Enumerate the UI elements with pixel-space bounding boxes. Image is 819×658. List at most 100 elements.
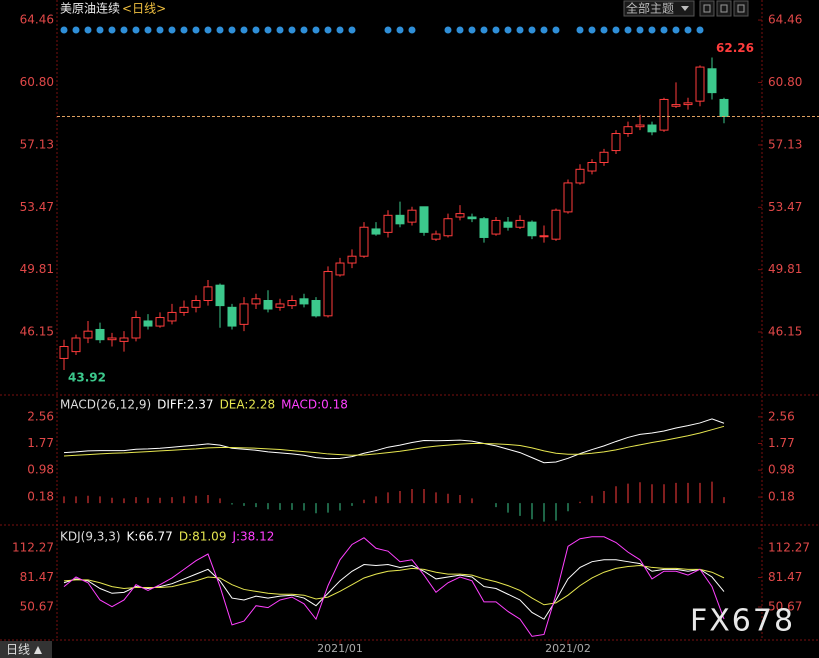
candle-body bbox=[467, 216, 477, 220]
candle-body bbox=[539, 235, 549, 238]
candle-body bbox=[299, 298, 309, 305]
candle-body bbox=[347, 255, 357, 264]
y-tick-label-right: 49.81 bbox=[768, 262, 802, 276]
event-dot bbox=[336, 26, 344, 34]
toolbar: 全部主题 bbox=[623, 0, 749, 17]
event-dot bbox=[228, 26, 236, 34]
candle-body bbox=[551, 209, 561, 240]
candle-body bbox=[227, 306, 237, 327]
y-tick-label-right: 60.80 bbox=[768, 75, 802, 89]
event-dot bbox=[528, 26, 536, 34]
event-dot bbox=[84, 26, 92, 34]
event-dot bbox=[264, 26, 272, 34]
candle-body bbox=[443, 218, 453, 237]
candle-body bbox=[275, 303, 285, 308]
y-tick-label-left: 81.47 bbox=[20, 570, 54, 584]
y-tick-label-left: 0.98 bbox=[27, 463, 54, 477]
period-arrow bbox=[34, 646, 42, 654]
candle-body bbox=[659, 98, 669, 131]
y-tick-label-right: 2.56 bbox=[768, 409, 795, 423]
icon bbox=[720, 4, 728, 13]
event-dot bbox=[156, 26, 164, 34]
icon-button[interactable] bbox=[699, 0, 715, 17]
period-label: 日线 bbox=[6, 643, 30, 657]
icon-button[interactable] bbox=[733, 0, 749, 17]
y-tick-label-right: 64.46 bbox=[768, 13, 802, 27]
event-dot bbox=[576, 26, 584, 34]
event-dot bbox=[540, 26, 548, 34]
candle-body bbox=[635, 124, 645, 128]
y-tick-label-right: 0.98 bbox=[768, 463, 795, 477]
event-dot bbox=[384, 26, 392, 34]
event-dot bbox=[96, 26, 104, 34]
y-tick-label-left: 53.47 bbox=[20, 200, 54, 214]
candle-body bbox=[419, 206, 429, 233]
candle-body bbox=[623, 126, 633, 135]
event-dot bbox=[312, 26, 320, 34]
y-tick-label-right: 57.13 bbox=[768, 137, 802, 151]
legend-entry: DEA:2.28 bbox=[220, 398, 276, 412]
y-tick-label-right: 53.47 bbox=[768, 200, 802, 214]
y-tick-label-right: 46.15 bbox=[768, 325, 802, 339]
legend-entry: J:38.12 bbox=[231, 530, 274, 544]
candle-body bbox=[695, 66, 705, 102]
candle-body bbox=[335, 262, 345, 276]
candle-body bbox=[143, 320, 153, 327]
event-dot bbox=[480, 26, 488, 34]
y-tick-label-left: 64.46 bbox=[20, 13, 54, 27]
candle-body bbox=[311, 300, 321, 317]
candle-body bbox=[395, 214, 405, 225]
event-dot bbox=[684, 26, 692, 34]
event-dot bbox=[492, 26, 500, 34]
candle-body bbox=[167, 311, 177, 322]
indicator-line bbox=[63, 425, 725, 457]
theme-button[interactable] bbox=[623, 0, 695, 17]
event-dot bbox=[408, 26, 416, 34]
frame bbox=[0, 0, 819, 641]
candle-body bbox=[323, 271, 333, 317]
event-dot bbox=[552, 26, 560, 34]
watermark: FX678 bbox=[690, 604, 795, 639]
min-label: 43.92 bbox=[68, 371, 106, 385]
event-dot bbox=[636, 26, 644, 34]
event-dot bbox=[396, 26, 404, 34]
event-dot bbox=[288, 26, 296, 34]
candle-body bbox=[359, 226, 369, 257]
y-tick-label-left: 0.18 bbox=[27, 490, 54, 504]
candle-body bbox=[647, 124, 657, 133]
candle-body bbox=[95, 328, 105, 341]
candle-body bbox=[407, 209, 417, 223]
indicator-line bbox=[63, 559, 725, 620]
candle-body bbox=[671, 104, 681, 107]
event-dot bbox=[588, 26, 596, 34]
event-dot bbox=[468, 26, 476, 34]
event-dot bbox=[672, 26, 680, 34]
y-tick-label-left: 112.27 bbox=[12, 541, 54, 555]
y-tick-label-right: 112.27 bbox=[768, 541, 810, 555]
candle-body bbox=[707, 68, 717, 94]
candle-body bbox=[71, 337, 81, 353]
event-dot bbox=[624, 26, 632, 34]
y-tick-label-left: 1.77 bbox=[27, 436, 54, 450]
event-dot bbox=[660, 26, 668, 34]
candle-body bbox=[155, 317, 165, 327]
panel-title: MACD(26,12,9) bbox=[60, 398, 151, 412]
event-dot bbox=[168, 26, 176, 34]
candle-body bbox=[179, 306, 189, 313]
candle-body bbox=[479, 218, 489, 238]
y-tick-label-left: 50.67 bbox=[20, 600, 54, 614]
legend-entry: DIFF:2.37 bbox=[157, 398, 213, 412]
candle-body bbox=[503, 221, 513, 228]
candle-body bbox=[491, 219, 501, 235]
event-dot bbox=[72, 26, 80, 34]
candle-body bbox=[611, 133, 621, 152]
candle-body bbox=[59, 346, 69, 359]
y-tick-label-right: 81.47 bbox=[768, 570, 802, 584]
event-dot bbox=[600, 26, 608, 34]
event-dot bbox=[132, 26, 140, 34]
y-tick-label-left: 60.80 bbox=[20, 75, 54, 89]
icon-button[interactable] bbox=[716, 0, 732, 17]
event-dot bbox=[144, 26, 152, 34]
candle-body bbox=[191, 300, 201, 308]
